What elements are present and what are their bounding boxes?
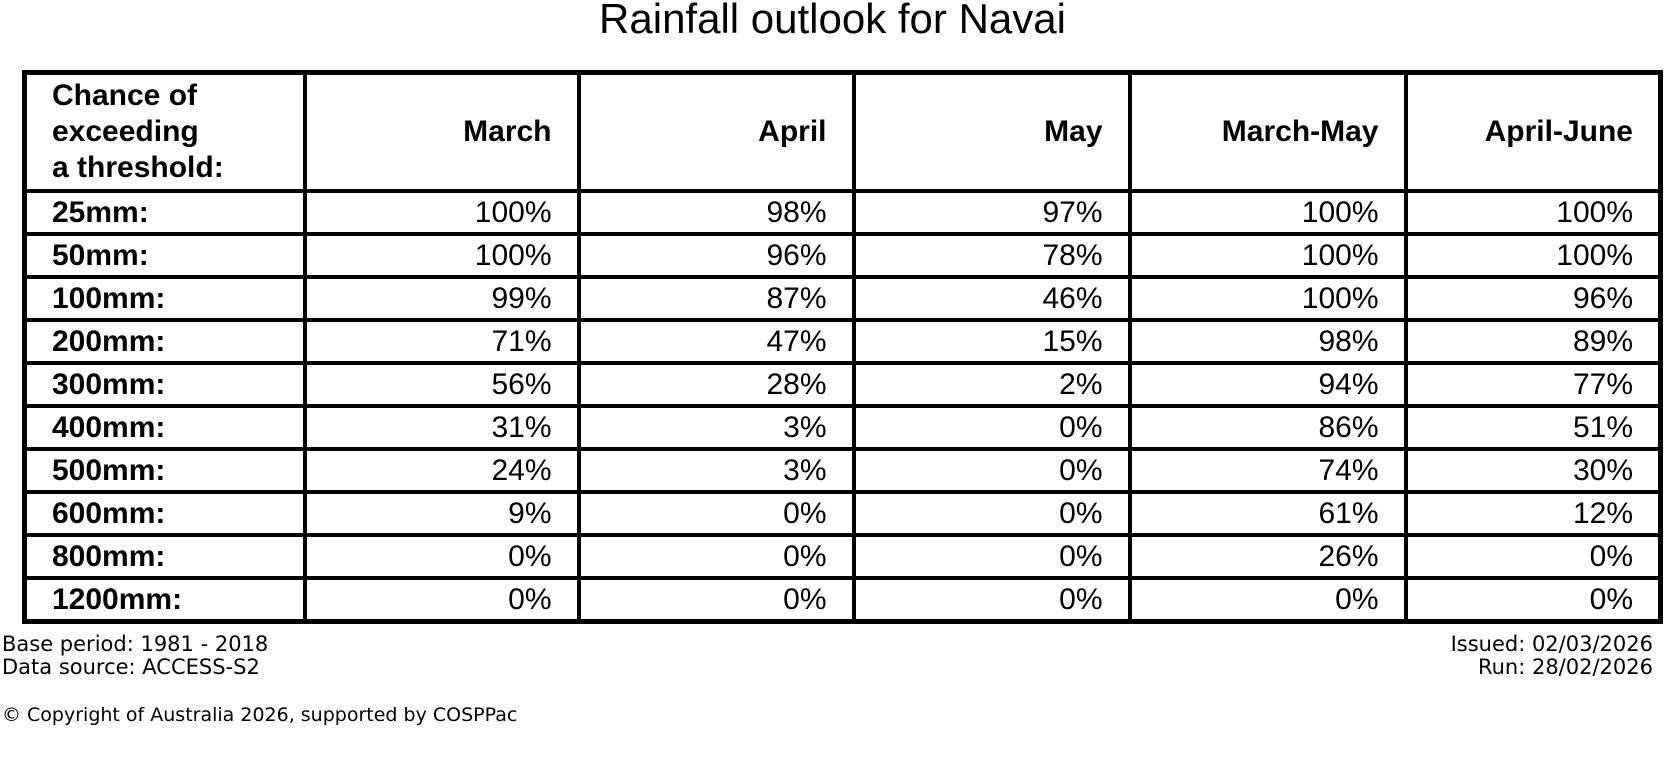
table-header: Chance of exceeding a threshold: March April…	[22, 70, 1663, 193]
column-header-april: April	[576, 70, 856, 193]
value-cell: 100%	[302, 189, 581, 236]
value-cell: 0%	[302, 533, 581, 580]
value-cell: 61%	[1127, 490, 1408, 537]
value-cell: 74%	[1127, 447, 1408, 494]
value-cell: 100%	[302, 232, 581, 279]
threshold-label: 1200mm:	[22, 576, 307, 624]
value-cell: 96%	[576, 232, 856, 279]
value-cell: 0%	[576, 576, 856, 624]
value-cell: 3%	[576, 447, 856, 494]
value-cell: 100%	[1127, 189, 1408, 236]
value-cell: 47%	[576, 318, 856, 365]
value-cell: 30%	[1403, 447, 1663, 494]
page-title: Rainfall outlook for Navai	[599, 0, 1066, 42]
table-body: 25mm: 100% 98% 97% 100% 100% 50mm: 100% 96% 78% 10…	[22, 189, 1663, 624]
value-cell: 100%	[1127, 232, 1408, 279]
table-row: 300mm: 56% 28% 2% 94% 77%	[22, 361, 1663, 408]
threshold-label: 600mm:	[22, 490, 307, 537]
threshold-label: 800mm:	[22, 533, 307, 580]
value-cell: 89%	[1403, 318, 1663, 365]
value-cell: 100%	[1127, 275, 1408, 322]
value-cell: 0%	[851, 404, 1132, 451]
value-cell: 0%	[851, 447, 1132, 494]
copyright-text: © Copyright of Australia 2026, supported…	[2, 704, 518, 726]
value-cell: 2%	[851, 361, 1132, 408]
threshold-label: 200mm:	[22, 318, 307, 365]
data-source-text: Data source: ACCESS-S2	[2, 655, 260, 679]
value-cell: 0%	[851, 533, 1132, 580]
value-cell: 87%	[576, 275, 856, 322]
column-header-march-may: March-May	[1127, 70, 1408, 193]
column-header-april-june: April-June	[1403, 70, 1663, 193]
value-cell: 96%	[1403, 275, 1663, 322]
value-cell: 24%	[302, 447, 581, 494]
rainfall-outlook-table: Chance of exceeding a threshold: March April…	[22, 70, 1663, 624]
table-row: 100mm: 99% 87% 46% 100% 96%	[22, 275, 1663, 322]
table-row: 800mm: 0% 0% 0% 26% 0%	[22, 533, 1663, 580]
value-cell: 12%	[1403, 490, 1663, 537]
value-cell: 51%	[1403, 404, 1663, 451]
value-cell: 71%	[302, 318, 581, 365]
value-cell: 98%	[1127, 318, 1408, 365]
base-period-text: Base period: 1981 - 2018	[2, 632, 269, 656]
value-cell: 98%	[576, 189, 856, 236]
threshold-label: 100mm:	[22, 275, 307, 322]
column-header-march: March	[302, 70, 581, 193]
table-row: 50mm: 100% 96% 78% 100% 100%	[22, 232, 1663, 279]
issued-date-text: Issued: 02/03/2026	[1450, 632, 1653, 656]
value-cell: 0%	[576, 490, 856, 537]
value-cell: 0%	[576, 533, 856, 580]
value-cell: 46%	[851, 275, 1132, 322]
value-cell: 0%	[1127, 576, 1408, 624]
threshold-label: 500mm:	[22, 447, 307, 494]
table-row: 400mm: 31% 3% 0% 86% 51%	[22, 404, 1663, 451]
value-cell: 15%	[851, 318, 1132, 365]
header-row: Chance of exceeding a threshold: March April…	[22, 70, 1663, 193]
footer-right: Issued: 02/03/2026 Run: 28/02/2026	[1451, 633, 1653, 679]
value-cell: 9%	[302, 490, 581, 537]
footer-left: Base period: 1981 - 2018 Data source: AC…	[2, 633, 268, 679]
threshold-label: 400mm:	[22, 404, 307, 451]
value-cell: 99%	[302, 275, 581, 322]
corner-header-cell: Chance of exceeding a threshold:	[22, 70, 307, 193]
value-cell: 78%	[851, 232, 1132, 279]
value-cell: 97%	[851, 189, 1132, 236]
value-cell: 31%	[302, 404, 581, 451]
value-cell: 28%	[576, 361, 856, 408]
value-cell: 56%	[302, 361, 581, 408]
value-cell: 94%	[1127, 361, 1408, 408]
table-row: 25mm: 100% 98% 97% 100% 100%	[22, 189, 1663, 236]
value-cell: 86%	[1127, 404, 1408, 451]
threshold-label: 50mm:	[22, 232, 307, 279]
run-date-text: Run: 28/02/2026	[1477, 655, 1653, 679]
value-cell: 0%	[302, 576, 581, 624]
value-cell: 0%	[1403, 576, 1663, 624]
value-cell: 0%	[851, 576, 1132, 624]
value-cell: 26%	[1127, 533, 1408, 580]
value-cell: 0%	[1403, 533, 1663, 580]
value-cell: 3%	[576, 404, 856, 451]
table-row: 1200mm: 0% 0% 0% 0% 0%	[22, 576, 1663, 624]
column-header-may: May	[851, 70, 1132, 193]
value-cell: 0%	[851, 490, 1132, 537]
table-row: 600mm: 9% 0% 0% 61% 12%	[22, 490, 1663, 537]
threshold-label: 300mm:	[22, 361, 307, 408]
table-row: 200mm: 71% 47% 15% 98% 89%	[22, 318, 1663, 365]
value-cell: 77%	[1403, 361, 1663, 408]
value-cell: 100%	[1403, 189, 1663, 236]
value-cell: 100%	[1403, 232, 1663, 279]
threshold-label: 25mm:	[22, 189, 307, 236]
table-row: 500mm: 24% 3% 0% 74% 30%	[22, 447, 1663, 494]
